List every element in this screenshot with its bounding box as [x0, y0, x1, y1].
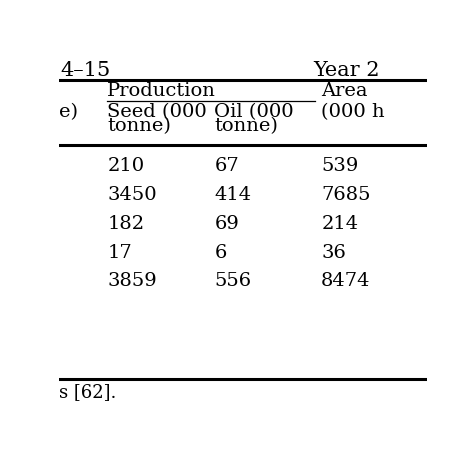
Text: 7685: 7685	[321, 186, 371, 204]
Text: 3859: 3859	[107, 273, 157, 291]
Text: 69: 69	[214, 215, 239, 233]
Text: e): e)	[59, 103, 78, 121]
Text: 4–15: 4–15	[61, 62, 111, 81]
Text: Oil (000: Oil (000	[214, 103, 294, 121]
Text: 214: 214	[321, 215, 358, 233]
Text: Seed (000: Seed (000	[107, 103, 207, 121]
Text: 182: 182	[107, 215, 145, 233]
Text: Year 2: Year 2	[313, 62, 380, 81]
Text: 539: 539	[321, 157, 358, 175]
Text: 36: 36	[321, 244, 346, 262]
Text: 6: 6	[214, 244, 227, 262]
Text: tonne): tonne)	[107, 117, 171, 135]
Text: Area: Area	[321, 82, 368, 100]
Text: 556: 556	[214, 273, 251, 291]
Text: Production: Production	[107, 82, 216, 100]
Text: tonne): tonne)	[214, 117, 278, 135]
Text: 8474: 8474	[321, 273, 371, 291]
Text: (000 h: (000 h	[321, 103, 385, 121]
Text: s [62].: s [62].	[59, 383, 117, 401]
Text: 67: 67	[214, 157, 239, 175]
Text: 17: 17	[107, 244, 132, 262]
Text: 414: 414	[214, 186, 251, 204]
Text: 3450: 3450	[107, 186, 157, 204]
Text: 210: 210	[107, 157, 145, 175]
